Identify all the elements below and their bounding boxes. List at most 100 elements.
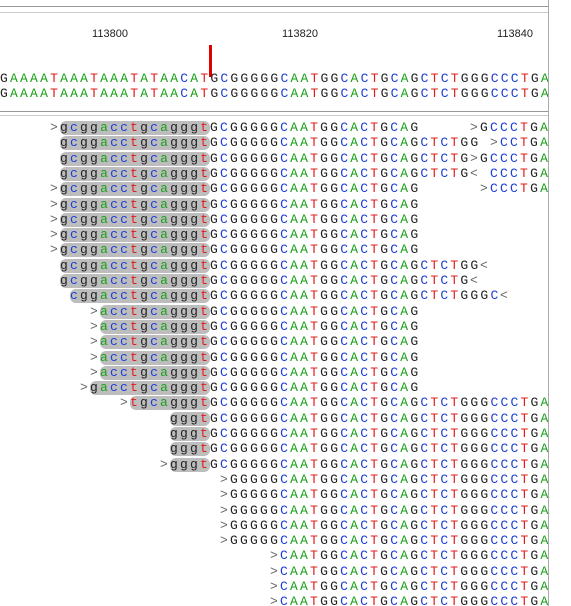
- base: C: [280, 563, 291, 579]
- base: a: [160, 349, 171, 365]
- base: G: [250, 318, 261, 334]
- base: G: [470, 594, 481, 606]
- base: G: [330, 410, 341, 426]
- base: A: [350, 487, 361, 503]
- base: c: [150, 196, 161, 212]
- base: A: [120, 86, 131, 101]
- base: G: [270, 456, 281, 472]
- base: G: [270, 71, 281, 86]
- base: C: [220, 395, 231, 411]
- base: G: [230, 86, 241, 101]
- base: T: [310, 257, 321, 273]
- base: G: [250, 502, 261, 518]
- base: A: [400, 135, 411, 151]
- base: A: [350, 288, 361, 304]
- base: A: [40, 86, 51, 101]
- base: A: [540, 487, 548, 503]
- base: g: [140, 318, 151, 334]
- base: t: [130, 364, 141, 380]
- base: c: [150, 303, 161, 319]
- base: T: [310, 288, 321, 304]
- base: G: [470, 426, 481, 441]
- base: g: [140, 135, 151, 151]
- base: c: [70, 257, 81, 273]
- base: G: [470, 410, 481, 426]
- base: G: [410, 487, 421, 503]
- base: G: [260, 318, 271, 334]
- base: C: [280, 165, 291, 181]
- base: T: [430, 548, 441, 564]
- base: c: [70, 181, 81, 197]
- base: a: [160, 120, 171, 135]
- base: c: [150, 395, 161, 411]
- base: C: [390, 273, 401, 288]
- base: T: [370, 533, 381, 549]
- base: t: [130, 165, 141, 181]
- base: G: [320, 456, 331, 472]
- read-bases: GCGGGGGCAATGGCACTGCAG: [210, 182, 420, 196]
- base: T: [310, 380, 321, 396]
- base: G: [480, 487, 491, 503]
- base: T: [370, 318, 381, 334]
- base: A: [290, 441, 301, 457]
- base: T: [310, 318, 321, 334]
- base: G: [230, 517, 241, 533]
- base: C: [510, 395, 521, 411]
- base: A: [300, 227, 311, 243]
- base: T: [310, 410, 321, 426]
- base: G: [250, 456, 261, 472]
- base: T: [450, 273, 461, 288]
- base: C: [500, 471, 511, 487]
- base: c: [150, 165, 161, 181]
- base: G: [240, 380, 251, 396]
- base: C: [440, 273, 451, 288]
- base: A: [290, 502, 301, 518]
- base: G: [260, 227, 271, 243]
- base: G: [260, 349, 271, 365]
- base: A: [400, 364, 411, 380]
- base: C: [420, 257, 431, 273]
- base: A: [290, 273, 301, 288]
- base: a: [160, 211, 171, 227]
- base: C: [390, 150, 401, 166]
- base: g: [90, 135, 101, 151]
- read-bases: GCCCTGA: [480, 121, 548, 135]
- base: C: [420, 71, 431, 86]
- base: c: [150, 288, 161, 304]
- base: T: [430, 86, 441, 101]
- base: C: [420, 548, 431, 564]
- base: A: [350, 242, 361, 258]
- base: t: [200, 364, 211, 380]
- base: A: [140, 86, 151, 101]
- base: G: [410, 349, 421, 365]
- base: G: [380, 441, 391, 457]
- base: C: [360, 487, 371, 503]
- base: G: [380, 71, 391, 86]
- base: C: [510, 150, 521, 166]
- base: G: [230, 120, 241, 135]
- base: T: [450, 517, 461, 533]
- base: A: [540, 120, 548, 135]
- base: G: [210, 150, 221, 166]
- base: A: [400, 349, 411, 365]
- base: A: [30, 86, 41, 101]
- base: g: [140, 150, 151, 166]
- base: a: [100, 318, 111, 334]
- base: T: [520, 135, 531, 151]
- base: G: [250, 471, 261, 487]
- base: C: [490, 441, 501, 457]
- base: G: [380, 288, 391, 304]
- base: G: [230, 502, 241, 518]
- base: C: [360, 364, 371, 380]
- base: A: [300, 86, 311, 101]
- base: c: [110, 364, 121, 380]
- base: C: [490, 487, 501, 503]
- base: G: [380, 533, 391, 549]
- base: g: [190, 395, 201, 411]
- base: A: [300, 257, 311, 273]
- base: A: [400, 410, 411, 426]
- base: G: [470, 579, 481, 594]
- base: G: [210, 288, 221, 304]
- base: t: [200, 334, 211, 350]
- base: C: [280, 349, 291, 365]
